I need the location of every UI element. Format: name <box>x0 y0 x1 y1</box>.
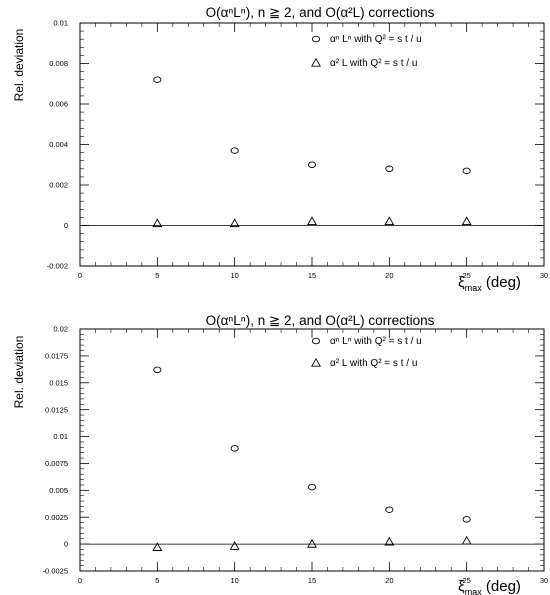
x-axis-label-symbol: ξ <box>458 578 465 595</box>
x-tick-label: 25 <box>462 271 470 280</box>
chart-title: O(αⁿLⁿ), n ≧ 2, and O(α²L) corrections <box>206 313 435 328</box>
legend-label: αⁿ Lⁿ with Q² = s t / u <box>330 34 422 45</box>
x-axis-label-subscript: max <box>465 587 483 595</box>
data-point-circle <box>462 167 471 175</box>
data-point-triangle <box>384 536 395 546</box>
y-tick-label: 0.002 <box>49 181 68 190</box>
legend-label: α² L with Q² = s t / u <box>330 358 417 369</box>
x-tick-label: 15 <box>308 576 316 585</box>
y-tick-label: 0.005 <box>49 486 68 495</box>
data-point-circle <box>307 161 317 168</box>
x-axis-label-unit: (deg) <box>482 274 521 291</box>
data-point-triangle <box>152 542 163 551</box>
data-point-circle <box>153 76 162 83</box>
data-point-triangle <box>461 216 472 226</box>
x-tick-label: 0 <box>78 576 82 585</box>
legend-marker-triangle <box>311 57 321 67</box>
x-tick-label: 10 <box>230 271 238 280</box>
data-point-triangle <box>384 216 395 226</box>
y-tick-label: 0.01 <box>53 432 68 441</box>
x-tick-label: 0 <box>78 271 82 280</box>
y-tick-label: 0.006 <box>49 100 68 109</box>
data-point-triangle <box>307 216 317 226</box>
legend-marker-circle <box>311 35 321 43</box>
data-point-circle <box>385 165 394 173</box>
x-axis-label: ξmax (deg) <box>458 578 521 595</box>
x-axis-label-subscript: max <box>465 283 483 293</box>
y-tick-label: -0.002 <box>47 262 68 271</box>
legend-marker-circle <box>311 337 321 345</box>
x-tick-label: 5 <box>155 271 159 280</box>
x-tick-label: 30 <box>540 271 548 280</box>
chart-panel-1: O(αⁿLⁿ), n ≧ 2, and O(α²L) corrections -0… <box>12 5 548 293</box>
x-axis-label-symbol: ξ <box>458 274 465 291</box>
y-axis-label: Rel. deviation <box>12 29 26 102</box>
y-tick-label: 0.008 <box>49 59 68 68</box>
plot-frame <box>79 22 545 267</box>
data-point-triangle <box>229 541 240 550</box>
y-tick-label: 0.0025 <box>45 513 68 522</box>
y-tick-label: 0 <box>64 540 68 549</box>
x-axis-label: ξmax (deg) <box>458 274 521 293</box>
y-tick-label: 0.004 <box>49 140 68 149</box>
x-tick-label: 20 <box>385 576 393 585</box>
data-point-circle <box>307 483 317 491</box>
legend-label: α² L with Q² = s t / u <box>330 58 417 69</box>
y-axis-label: Rel. deviation <box>12 336 26 409</box>
legend-marker-triangle <box>311 357 321 367</box>
x-tick-label: 20 <box>385 271 393 280</box>
y-tick-label: 0.0175 <box>45 351 68 360</box>
data-point-triangle <box>229 218 240 228</box>
y-tick-label: 0.0125 <box>45 405 68 414</box>
data-point-triangle <box>461 535 472 545</box>
chart-title: O(αⁿLⁿ), n ≧ 2, and O(α²L) corrections <box>206 5 435 20</box>
data-point-circle <box>230 445 239 452</box>
x-axis-label-unit: (deg) <box>482 578 521 595</box>
x-tick-label: 25 <box>462 576 470 585</box>
data-point-circle <box>153 366 162 374</box>
data-point-circle <box>462 516 471 523</box>
x-tick-label: 5 <box>155 576 159 585</box>
data-point-triangle <box>307 539 317 548</box>
x-tick-label: 10 <box>230 576 238 585</box>
x-tick-label: 15 <box>308 271 316 280</box>
x-tick-label: 30 <box>540 576 548 585</box>
data-point-circle <box>385 506 394 513</box>
data-point-triangle <box>152 218 163 228</box>
data-point-circle <box>230 147 239 154</box>
y-tick-label: 0.0075 <box>45 459 68 468</box>
y-tick-label: 0.02 <box>53 325 68 334</box>
y-tick-label: 0 <box>64 221 68 230</box>
chart-panel-2: O(αⁿLⁿ), n ≧ 2, and O(α²L) corrections -0… <box>12 313 548 595</box>
y-tick-label: 0.01 <box>53 19 68 28</box>
y-tick-label: -0.0025 <box>43 567 68 576</box>
y-tick-label: 0.015 <box>49 378 68 387</box>
legend-label: αⁿ Lⁿ with Q² = s t / u <box>330 336 422 347</box>
